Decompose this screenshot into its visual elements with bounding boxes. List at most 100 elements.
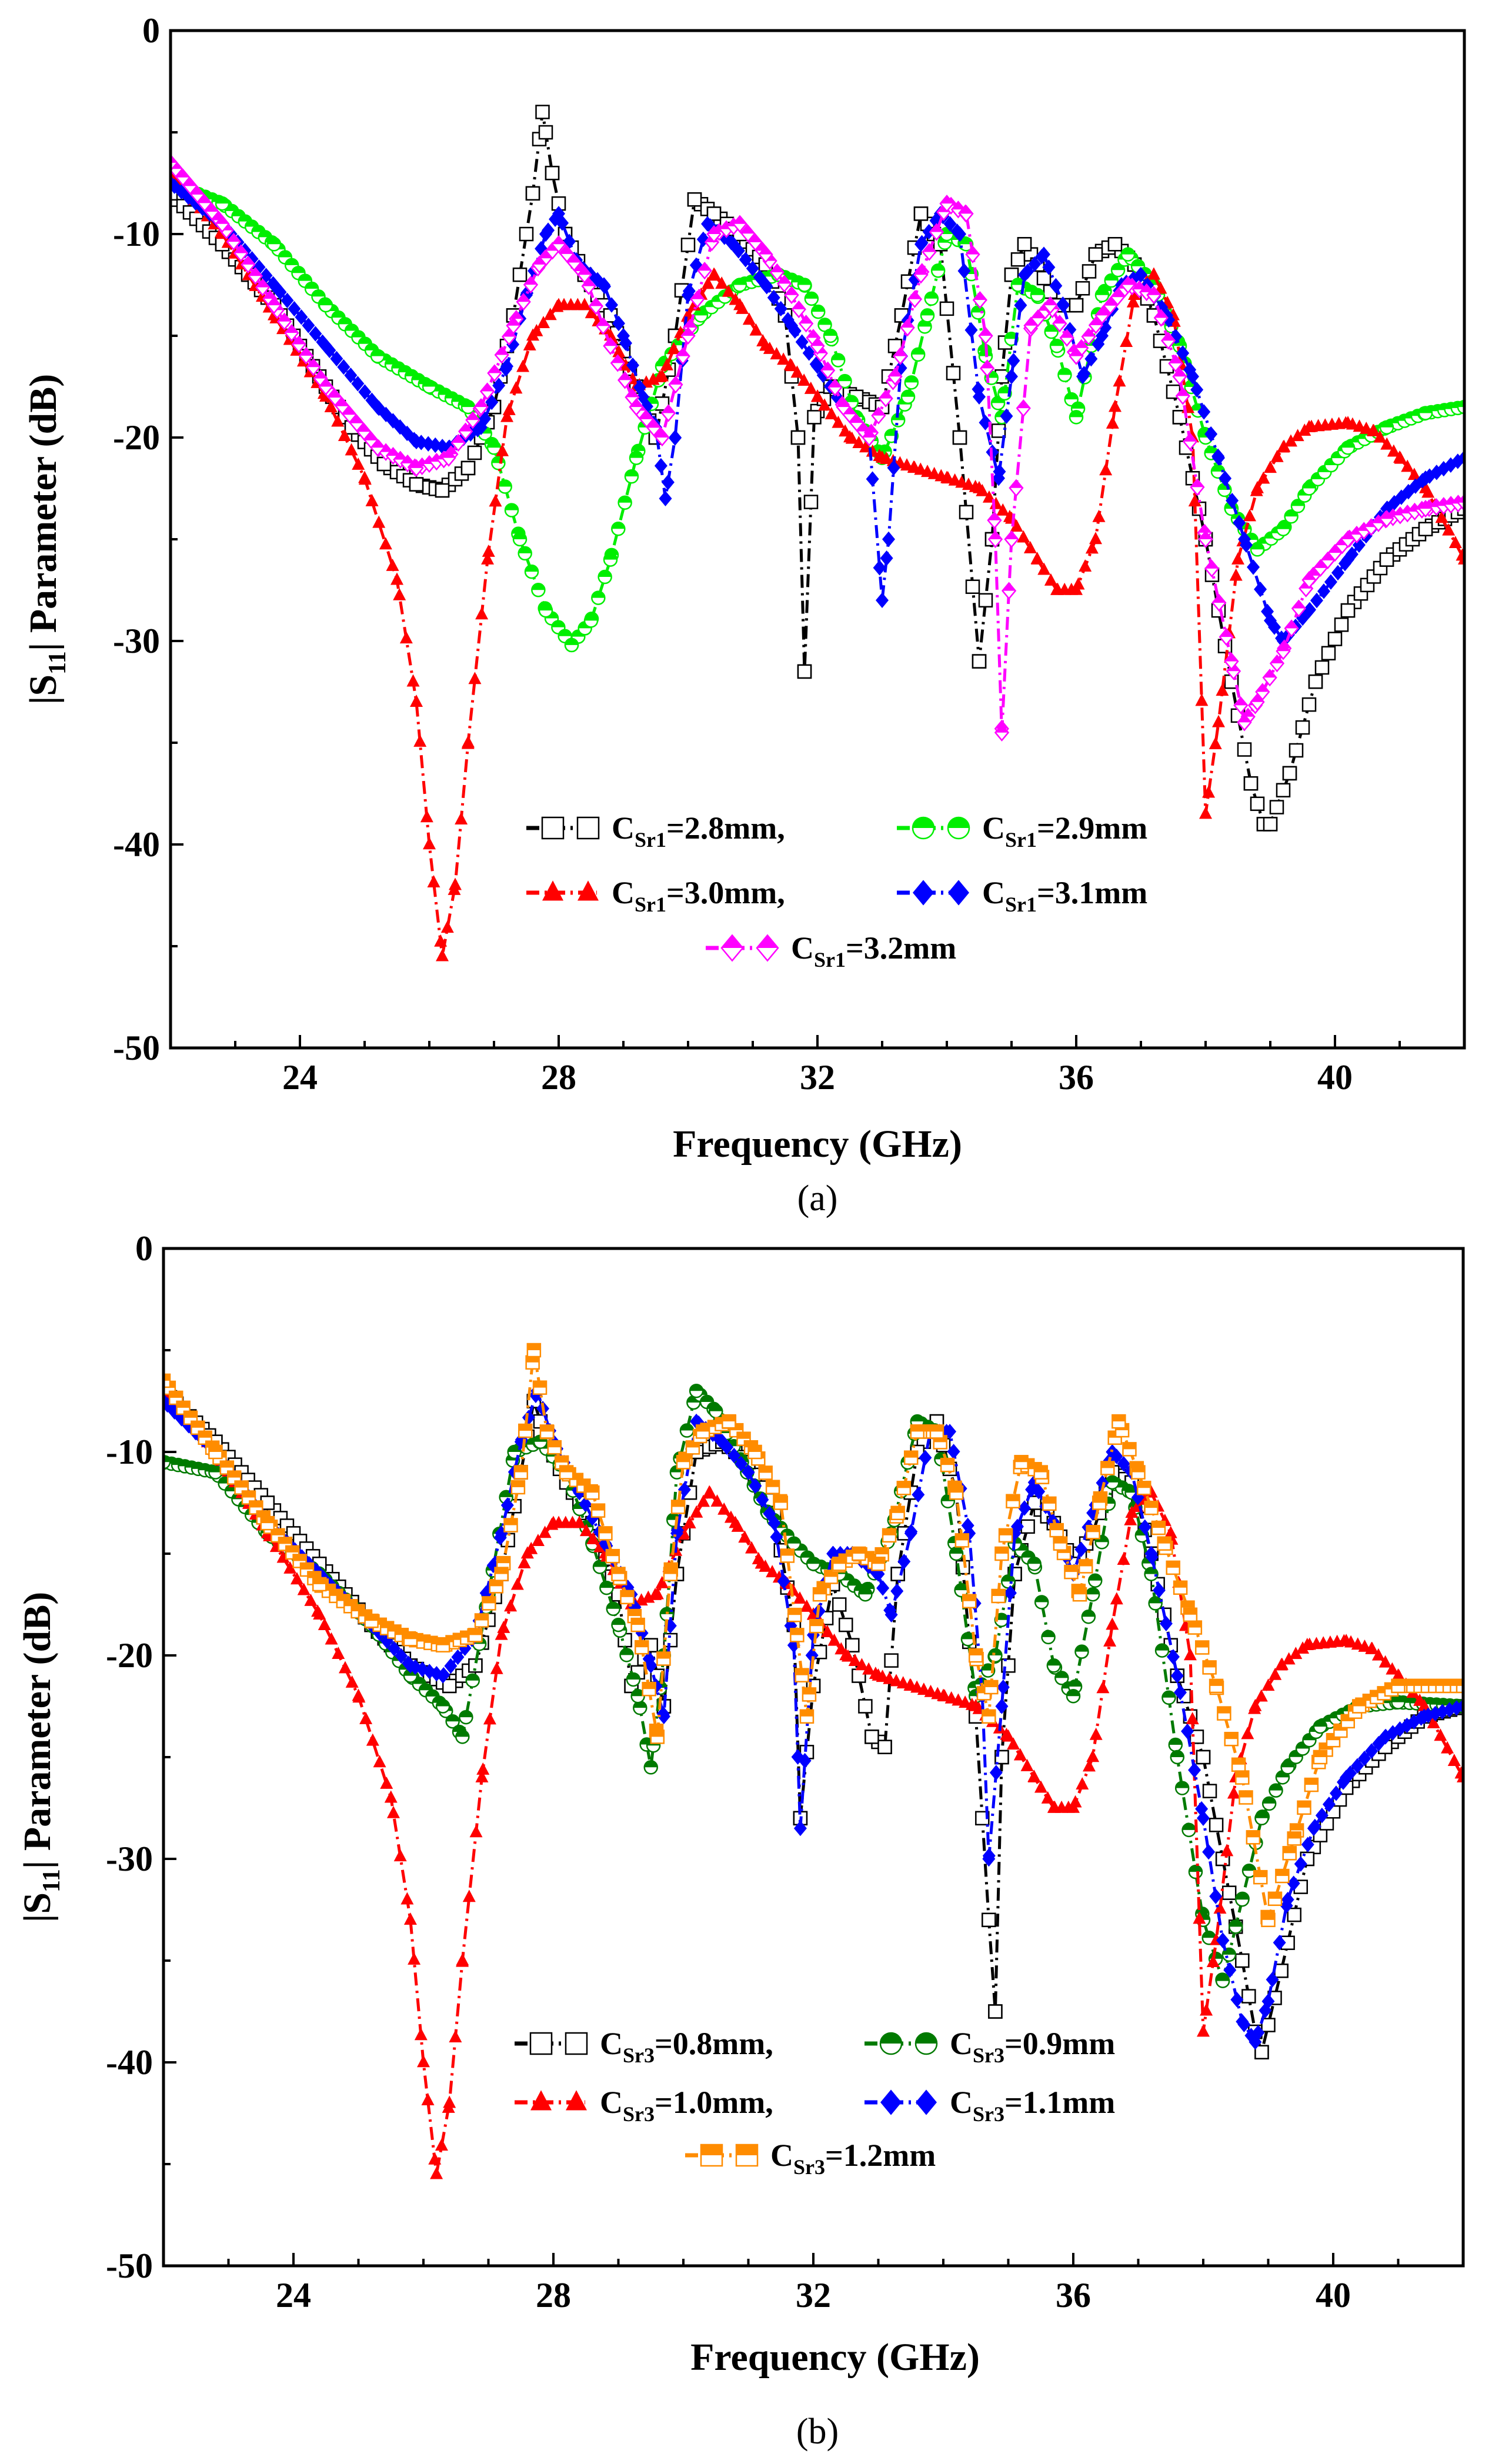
data-point (1262, 669, 1277, 687)
data-point (403, 1632, 418, 1647)
data-point (1057, 297, 1070, 313)
data-point (386, 413, 400, 429)
data-point (984, 1680, 999, 1695)
data-point (1013, 1748, 1027, 1761)
data-point (483, 1712, 496, 1725)
data-point (366, 1733, 379, 1746)
data-point (1386, 1662, 1399, 1675)
data-point (1313, 1749, 1328, 1765)
data-point (543, 308, 557, 320)
data-point (887, 368, 903, 386)
data-point (1273, 1935, 1286, 1951)
data-point (882, 531, 895, 547)
data-point (403, 1912, 417, 1925)
data-point (422, 379, 437, 394)
data-point (618, 371, 633, 389)
legend-item: CSr3=1.0mm, (515, 2085, 773, 2126)
data-point (1457, 1698, 1463, 1714)
data-point (455, 1730, 470, 1744)
y-tick-label: 0 (135, 1229, 153, 1268)
y-tick-label: 0 (142, 11, 160, 50)
data-point (526, 1343, 542, 1358)
data-point (790, 365, 804, 378)
data-point (1086, 1749, 1100, 1762)
data-point (1010, 252, 1026, 267)
data-point (1274, 1964, 1289, 1978)
legend-item: CSr1=3.1mm (897, 875, 1147, 916)
data-point (1434, 1728, 1447, 1741)
data-point (1251, 480, 1264, 493)
data-point (1297, 1800, 1311, 1815)
data-point (1183, 1648, 1197, 1661)
data-point (163, 1373, 171, 1388)
data-point (490, 1661, 503, 1674)
data-point (1281, 1892, 1294, 1908)
y-axis-label-rest: | Parameter (dB) (16, 1592, 59, 1869)
data-point (1074, 1644, 1089, 1659)
data-point (697, 1494, 710, 1507)
data-point (954, 1582, 969, 1598)
data-point (816, 367, 830, 383)
data-point (1081, 1610, 1096, 1624)
data-point (619, 335, 632, 351)
data-point (1379, 420, 1394, 435)
data-point (1166, 1560, 1180, 1575)
legend-item: CSr3=0.9mm (865, 2026, 1115, 2067)
data-point (1075, 281, 1090, 296)
data-point (1261, 603, 1274, 620)
data-point (1007, 353, 1020, 369)
data-point (215, 196, 230, 211)
data-point (1041, 1630, 1056, 1645)
data-point (675, 347, 690, 365)
data-point (988, 1648, 1003, 1663)
data-point (430, 2166, 443, 2179)
data-point (1072, 1587, 1087, 1602)
series-3 (163, 1383, 1463, 2179)
data-point (965, 245, 980, 263)
data-point (1186, 1712, 1199, 1725)
data-point (1257, 471, 1270, 484)
data-point (512, 532, 528, 547)
data-point (767, 289, 780, 306)
data-point (1106, 416, 1119, 429)
data-point (1246, 1830, 1261, 1845)
data-point (577, 266, 592, 284)
data-point (1069, 298, 1084, 313)
data-point (715, 276, 729, 289)
data-point (1176, 345, 1190, 361)
data-point (756, 1492, 769, 1508)
data-point (1100, 1461, 1115, 1475)
data-point (1204, 426, 1218, 442)
legend-label: CSr1=2.9mm (982, 810, 1147, 852)
data-point (1261, 2018, 1276, 2032)
data-point (659, 490, 672, 506)
data-point (1168, 1737, 1183, 1752)
data-point (1227, 1786, 1240, 1799)
data-point (803, 495, 819, 509)
data-point (706, 225, 722, 243)
data-point (790, 430, 806, 445)
data-point (421, 2093, 435, 2105)
data-point (1290, 499, 1306, 513)
data-point (1373, 430, 1387, 443)
data-point (328, 389, 343, 407)
data-point (1197, 1810, 1210, 1826)
data-point (1341, 416, 1354, 429)
data-point (1053, 1536, 1068, 1551)
legend-label: CSr1=3.0mm, (612, 875, 785, 916)
data-point (241, 255, 256, 274)
data-point (969, 1648, 983, 1663)
data-point (312, 1577, 327, 1592)
data-point (1351, 1758, 1364, 1774)
data-point (1042, 259, 1056, 275)
legend: CSr1=2.8mm, CSr1=2.9mm CSr1=3.0mm, CSr1=… (526, 810, 1147, 971)
data-point (655, 1575, 669, 1588)
data-point (747, 233, 763, 251)
data-point (1209, 1818, 1224, 1832)
data-point (1287, 1907, 1301, 1922)
data-point (787, 1607, 802, 1622)
data-point (1161, 332, 1176, 350)
data-point (1250, 796, 1265, 812)
data-point (1183, 1607, 1198, 1622)
data-point (739, 252, 752, 268)
